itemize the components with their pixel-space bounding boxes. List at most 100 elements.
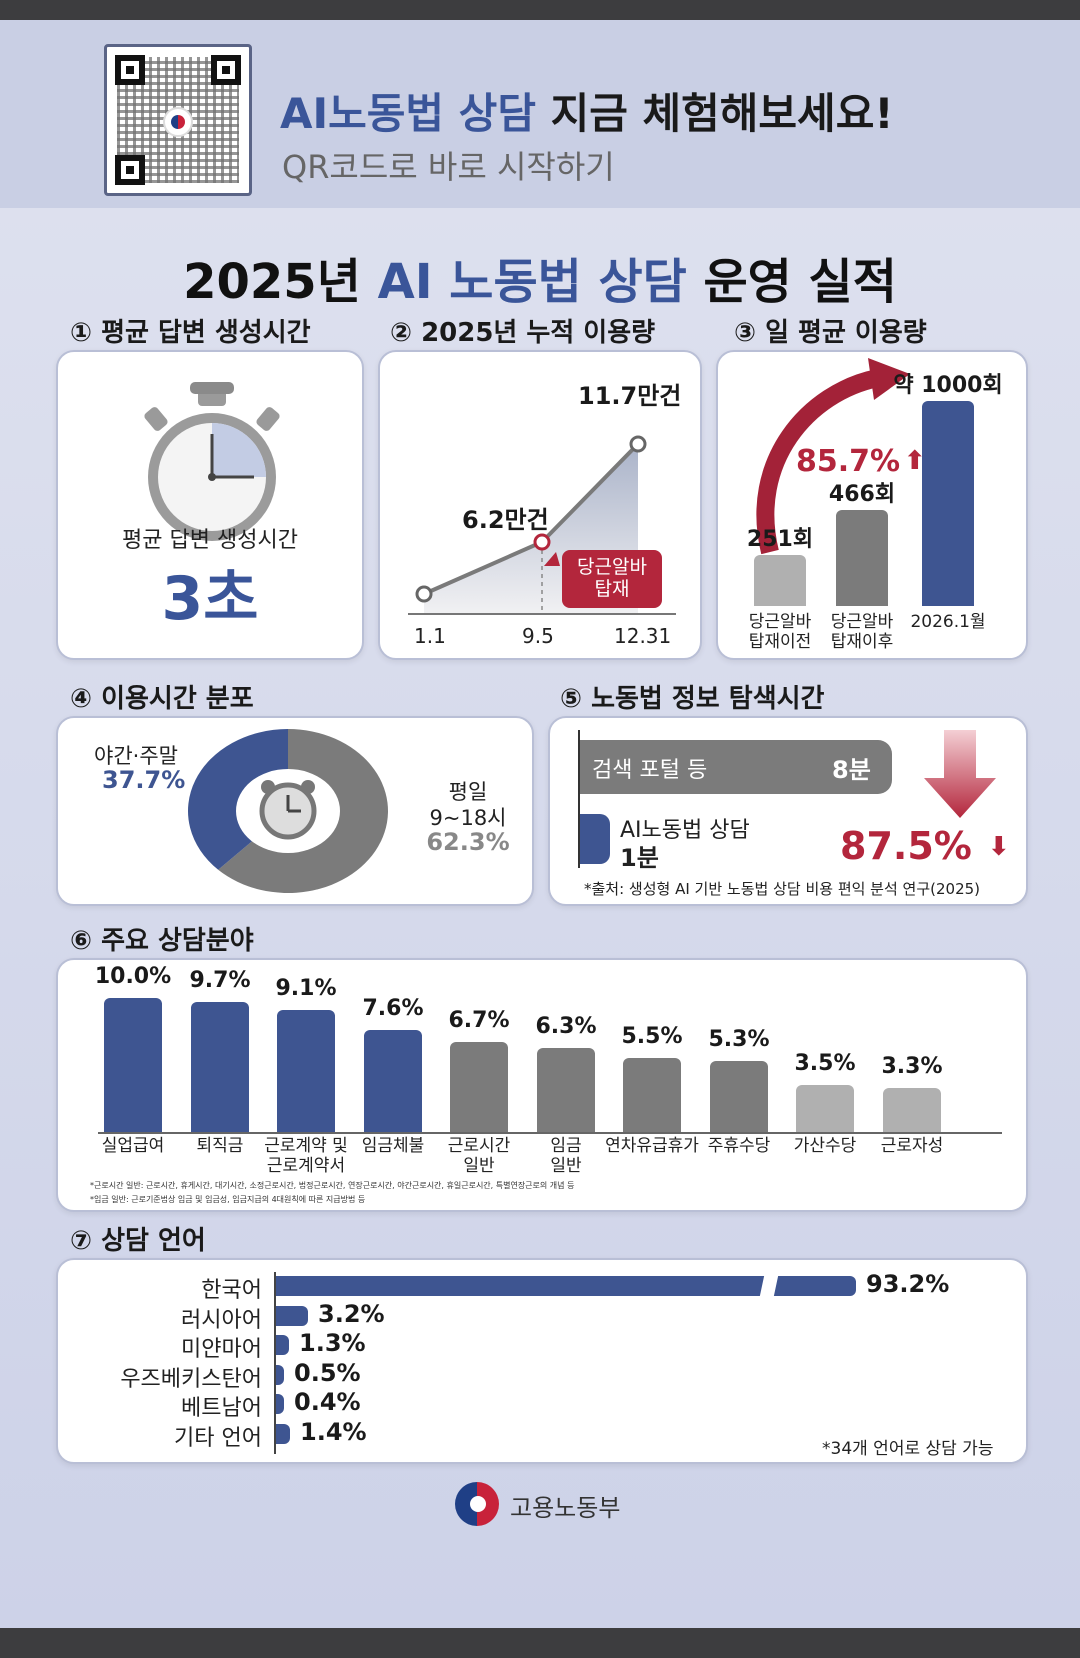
section-heading: ⑦ 상담 언어: [70, 1226, 206, 1256]
section-heading: ⑥ 주요 상담분야: [70, 926, 254, 956]
topic-label: 근로계약 및 근로계약서: [264, 1136, 348, 1176]
language-label: 러시아어: [181, 1308, 262, 1333]
response-time-value: 3초: [161, 564, 259, 634]
ministry-logo-icon: [163, 107, 193, 137]
growth-value: 85.7%: [796, 444, 901, 479]
daily-value: 약 1000회: [893, 373, 1003, 398]
topic-label: 근로시간 일반: [447, 1136, 511, 1176]
up-arrow-icon: ⬆: [904, 446, 926, 476]
card-daily-usage: 85.7% ⬆ 251회 당근알바 탑재이전 466회 당근알바 탑재이후 약 1000…: [716, 350, 1028, 660]
tick-12-31: 12.31: [614, 624, 672, 648]
topic-bar: [277, 1010, 335, 1132]
tick-9-5: 9.5: [522, 624, 554, 648]
topic-bar: [364, 1030, 422, 1132]
reduction-value: 87.5%: [840, 824, 972, 868]
topic-pct: 7.6%: [362, 996, 424, 1021]
section-heading: ③ 일 평균 이용량: [734, 318, 927, 348]
topic-pct: 9.1%: [275, 976, 337, 1001]
daily-bar: [922, 401, 974, 606]
section-heading: ④ 이용시간 분포: [70, 684, 254, 714]
language-bar: [276, 1424, 290, 1444]
language-pct: 1.4%: [300, 1418, 367, 1446]
language-bar: [276, 1394, 284, 1414]
qr-code[interactable]: [104, 44, 252, 196]
daily-value: 251회: [746, 527, 814, 552]
daily-label: 2026.1월: [910, 612, 986, 632]
topic-bar: [623, 1058, 681, 1132]
down-arrow-icon: [924, 730, 996, 818]
response-time-label: 평균 답변 생성시간: [122, 528, 298, 553]
donut-chart: [188, 729, 388, 893]
portal-bar: [580, 740, 892, 794]
card-search-time: 검색 포털 등 8분 AI노동법 상담 1분 87.5% ⬇ *출처: 생성형 …: [548, 716, 1028, 906]
qr-finder: [115, 55, 145, 85]
day-label: 평일: [448, 780, 488, 804]
daily-value: 466회: [828, 482, 896, 507]
page-title: 2025년 AI 노동법 상담 운영 실적: [183, 254, 897, 310]
language-bar: [276, 1276, 856, 1296]
topic-label: 실업급여: [101, 1136, 165, 1156]
language-label: 베트남어: [181, 1396, 262, 1421]
portal-label: 검색 포털 등: [592, 758, 708, 783]
language-label: 한국어: [201, 1278, 262, 1303]
label-12-31: 11.7만건: [578, 382, 682, 410]
topic-bar: [191, 1002, 249, 1132]
language-pct: 0.4%: [294, 1388, 361, 1416]
section-heading: ① 평균 답변 생성시간: [70, 318, 311, 348]
language-bar: [276, 1365, 284, 1385]
language-pct: 93.2%: [866, 1270, 950, 1298]
section-heading: ② 2025년 누적 이용량: [390, 318, 656, 348]
daily-bar: [836, 510, 888, 606]
language-bar: [276, 1335, 289, 1355]
card-response-time: 평균 답변 생성시간 3초: [56, 350, 364, 660]
language-pct: 0.5%: [294, 1359, 361, 1387]
tick-1-1: 1.1: [414, 624, 446, 648]
topic-pct: 5.5%: [621, 1024, 683, 1049]
point-9-5: [533, 533, 551, 551]
line-chart: [408, 435, 676, 615]
ai-value: 1분: [620, 844, 659, 872]
topic-pct: 6.7%: [448, 1008, 510, 1033]
infographic-page: AI노동법 상담 지금 체험해보세요! QR코드로 바로 시작하기 2025년 …: [0, 20, 1080, 1628]
note-wages: *임금 일반: 근로기준법상 임금 및 임금성, 임금지급의 4대원칙에 따른 …: [90, 1195, 366, 1204]
card-languages: 한국어 93.2% 러시아어 3.2% 미얀마어 1.3% 우즈베키스탄어 0.5% 베트남어 0…: [56, 1258, 1028, 1464]
portal-value: 8분: [832, 756, 871, 784]
section-heading: ⑤ 노동법 정보 탐색시간: [560, 684, 825, 714]
banner: AI노동법 상담 지금 체험해보세요! QR코드로 바로 시작하기: [0, 20, 1080, 208]
point-1-1: [415, 585, 433, 603]
callout-box: [562, 550, 662, 608]
topic-label: 주휴수당: [707, 1136, 771, 1156]
alarm-clock-icon: [259, 780, 317, 840]
language-label: 기타 언어: [174, 1426, 262, 1451]
topic-label: 연차유급휴가: [605, 1136, 699, 1156]
night-label: 야간·주말: [94, 744, 178, 768]
topic-label: 퇴직금: [196, 1136, 244, 1156]
note-work-hours: *근로시간 일반: 근로시간, 휴게시간, 대기시간, 소정근로시간, 법정근로…: [90, 1181, 575, 1190]
card-cumulative-usage: 6.2만건 11.7만건 당근알바 탑재 1.1 9.5 12.31: [378, 350, 702, 660]
topic-label: 임금체불: [361, 1136, 425, 1156]
language-bar: [276, 1306, 308, 1326]
down-small-icon: ⬇: [988, 832, 1010, 862]
topic-bar: [537, 1048, 595, 1132]
topic-pct: 9.7%: [189, 968, 251, 993]
banner-title: AI노동법 상담 지금 체험해보세요!: [280, 89, 894, 138]
topic-label: 임금 일반: [550, 1136, 582, 1176]
point-12-31: [629, 435, 647, 453]
topic-pct: 6.3%: [535, 1014, 597, 1039]
label-9-5: 6.2만건: [462, 506, 549, 534]
language-pct: 3.2%: [318, 1300, 385, 1328]
qr-finder: [115, 155, 145, 185]
daily-bar: [754, 555, 806, 606]
topic-bar: [796, 1085, 854, 1132]
topic-bar: [883, 1088, 941, 1132]
ai-label: AI노동법 상담: [620, 818, 750, 843]
topic-pct: 3.5%: [794, 1051, 856, 1076]
topic-bar: [104, 998, 162, 1132]
day-pct: 62.3%: [426, 828, 510, 856]
card-time-distribution: 야간·주말 37.7% 평일 9~18시 62.3%: [56, 716, 534, 906]
stopwatch-icon: [144, 382, 280, 541]
ministry-name: 고용노동부: [510, 1494, 621, 1522]
language-note: *34개 언어로 상담 가능: [822, 1439, 994, 1459]
baseline: [98, 1132, 1002, 1134]
topic-pct: 3.3%: [881, 1054, 943, 1079]
